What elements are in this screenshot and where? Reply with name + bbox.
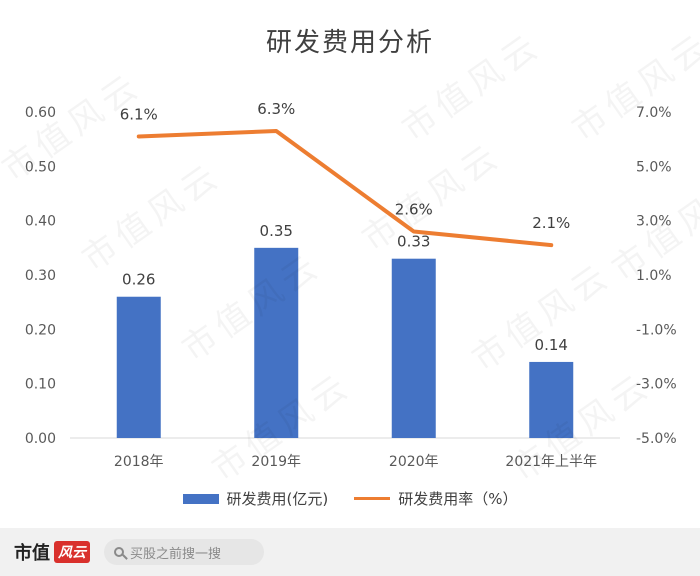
line-data-label: 2.1% (532, 214, 570, 232)
y-right-tick-label: 1.0% (636, 268, 672, 284)
bar-data-label: 0.33 (397, 233, 430, 251)
x-tick-label: 2021年上半年 (505, 454, 597, 470)
bar-data-label: 0.35 (260, 222, 293, 240)
y-left-tick-label: 0.10 (25, 377, 56, 393)
y-left-tick-label: 0.20 (25, 322, 56, 338)
legend-item-line: 研发费用率（%） (354, 488, 517, 509)
bar-data-label: 0.26 (122, 271, 155, 289)
bar (529, 361, 574, 438)
y-left-tick-label: 0.50 (25, 159, 56, 175)
x-tick-label: 2020年 (389, 454, 439, 470)
y-right-tick-label: 7.0% (636, 105, 672, 121)
line-data-label: 6.1% (120, 105, 158, 123)
legend: 研发费用(亿元) 研发费用率（%） (0, 488, 700, 509)
y-right-tick-label: 5.0% (636, 159, 672, 175)
y-right-tick-label: -1.0% (636, 322, 677, 338)
y-right-tick-label: 3.0% (636, 214, 672, 230)
series-line (136, 129, 554, 248)
y-left-tick-label: 0.00 (25, 431, 56, 447)
bar-data-label: 0.14 (535, 336, 568, 354)
search-icon (114, 547, 124, 557)
bar (254, 247, 299, 438)
brand-logo: 市值 风云 (14, 539, 90, 565)
chart-title: 研发费用分析 (265, 28, 434, 58)
chart-card: 研发费用分析 0.00 0.10 0.20 0.30 0.40 0.50 0.60 -5.0%… (0, 0, 700, 528)
x-tick-label: 2019年 (251, 454, 301, 470)
combo-chart: 0.00 0.10 0.20 0.30 0.40 0.50 0.60 -5.0% -3.0% -1… (25, 100, 677, 470)
legend-swatch-line (354, 497, 391, 500)
legend-item-bar: 研发费用(亿元) (182, 488, 329, 509)
search-placeholder: 买股之前搜一搜 (130, 546, 222, 562)
brand-text: 市值 (14, 543, 50, 564)
footer-bar: 市值 风云 买股之前搜一搜 (0, 528, 700, 576)
y-right-tick-label: -3.0% (636, 377, 677, 393)
bar (391, 258, 436, 438)
legend-label-bar: 研发费用(亿元) (226, 490, 329, 508)
brand-badge: 风云 (54, 541, 90, 563)
x-tick-label: 2018年 (114, 454, 164, 470)
y-left-tick-label: 0.60 (25, 105, 56, 121)
legend-swatch-bar (182, 493, 219, 504)
legend-label-line: 研发费用率（%） (398, 490, 518, 508)
line-data-label: 6.3% (257, 100, 295, 118)
bar (116, 296, 161, 438)
y-left-tick-label: 0.30 (25, 268, 56, 284)
y-right-tick-label: -5.0% (636, 431, 677, 447)
search-box[interactable]: 买股之前搜一搜 (104, 539, 264, 565)
line-data-label: 2.6% (395, 201, 433, 219)
y-left-tick-label: 0.40 (25, 214, 56, 230)
